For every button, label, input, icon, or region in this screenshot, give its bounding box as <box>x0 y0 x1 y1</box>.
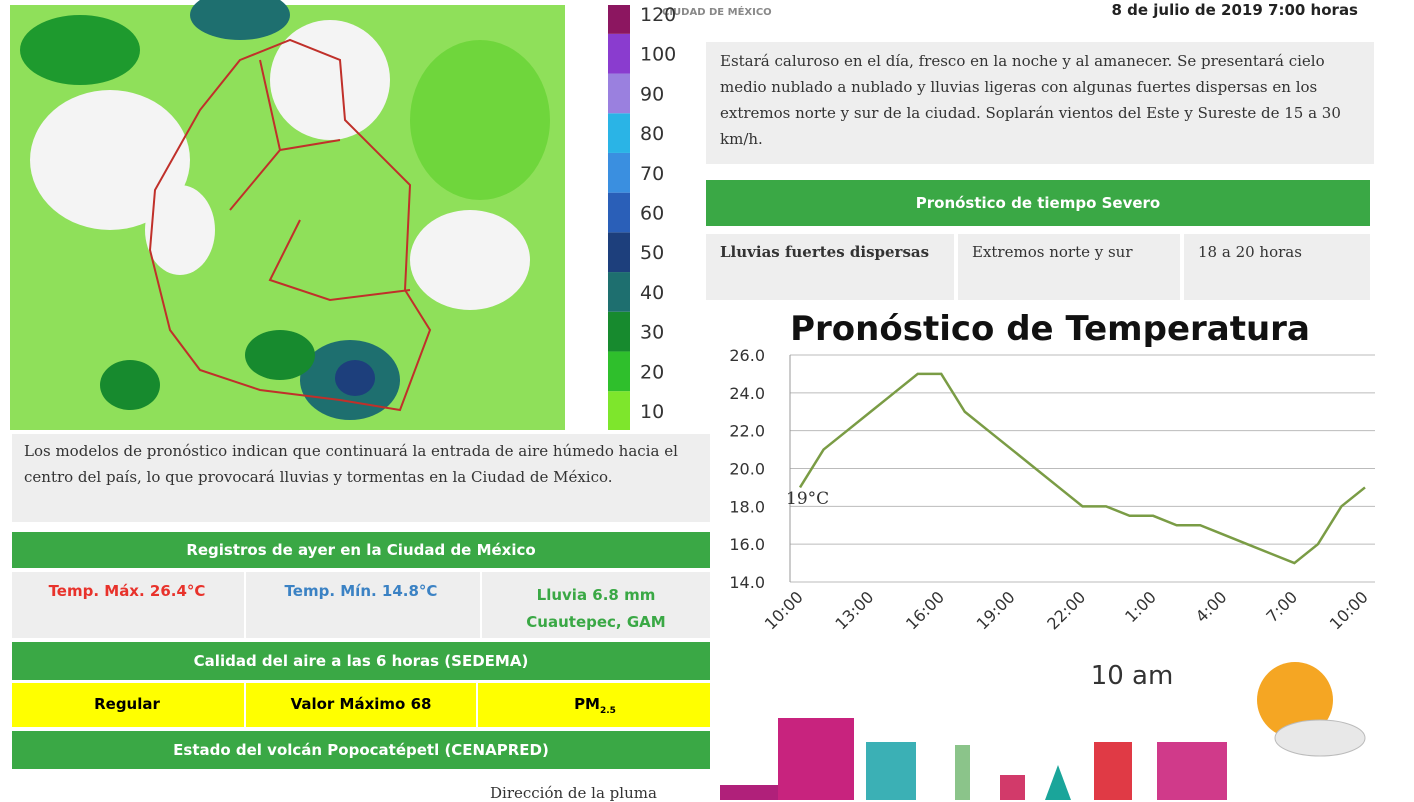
annotation: 19°C <box>786 489 829 509</box>
colorbar-label: 90 <box>640 83 664 105</box>
colorbar-band <box>608 272 630 312</box>
skyline <box>720 718 1227 800</box>
colorbar-label: 60 <box>640 203 664 225</box>
colorbar-label: 80 <box>640 123 664 145</box>
colorbar-label: 50 <box>640 242 664 264</box>
temp-min: Temp. Mín. 14.8°C <box>244 572 476 638</box>
records-title: Registros de ayer en la Ciudad de México <box>12 532 710 568</box>
x-tick-label: 1:00 <box>1121 587 1160 626</box>
y-tick-label: 22.0 <box>729 422 765 441</box>
severe-title: Pronóstico de tiempo Severo <box>706 180 1370 226</box>
colorbar-band <box>608 232 630 272</box>
y-tick-label: 14.0 <box>729 573 765 592</box>
air-max: Valor Máximo 68 <box>244 683 478 727</box>
x-tick-label: 4:00 <box>1192 587 1231 626</box>
y-tick-label: 20.0 <box>729 460 765 479</box>
colorbar-band <box>608 193 630 233</box>
colorbar-label: 100 <box>640 44 676 66</box>
x-tick-label: 19:00 <box>973 587 1019 633</box>
rain-amount: Lluvia 6.8 mm <box>537 586 656 604</box>
chart-title: Pronóstico de Temperatura <box>790 309 1310 349</box>
colorbar-label: 30 <box>640 322 664 344</box>
colorbar-band <box>608 74 630 114</box>
pollutant-sub: 2.5 <box>600 706 616 716</box>
pollutant-name: PM <box>574 695 600 713</box>
colorbar-label: 10 <box>640 401 664 423</box>
x-tick-label: 16:00 <box>902 587 948 633</box>
colorbar-band <box>608 34 630 74</box>
severe-cell: Lluvias fuertes dispersas <box>706 234 954 300</box>
rain-place: Cuautepec, GAM <box>526 613 665 631</box>
colorbar-band <box>608 113 630 153</box>
colorbar-band <box>608 5 630 34</box>
air: Regular Valor Máximo 68 PM2.5 <box>12 683 710 727</box>
colorbar-label: 20 <box>640 361 664 383</box>
air-title: Calidad del aire a las 6 horas (SEDEMA) <box>12 642 710 680</box>
severe-cell: 18 a 20 horas <box>1184 234 1370 300</box>
region: CIUDAD DE MÉXICO <box>662 5 772 18</box>
current-time: 10 am <box>1091 661 1174 691</box>
y-tick-label: 16.0 <box>729 535 765 554</box>
x-tick-label: 22:00 <box>1043 587 1089 633</box>
pollutant: PM2.5 <box>480 695 710 716</box>
page: CIUDAD DE MÉXICO 8 de julio de 2019 7:00… <box>0 0 1414 800</box>
colorbar-band <box>608 351 630 391</box>
volcano-title: Estado del volcán Popocatépetl (CENAPRED… <box>12 731 710 769</box>
map <box>10 0 565 430</box>
x-tick-label: 7:00 <box>1262 587 1301 626</box>
sun-icon <box>1257 662 1365 756</box>
colorbar-band <box>608 153 630 193</box>
colorbar-label: 70 <box>640 163 664 185</box>
x-tick-label: 10:00 <box>1326 587 1372 633</box>
y-tick-label: 24.0 <box>729 384 765 403</box>
temp-max: Temp. Máx. 26.4°C <box>12 582 242 600</box>
colorbar-band <box>608 391 630 430</box>
model-text: Los modelos de pronóstico indican que co… <box>12 434 710 522</box>
x-tick-label: 13:00 <box>831 587 877 633</box>
severe-cell: Extremos norte y sur <box>958 234 1180 300</box>
y-tick-label: 26.0 <box>729 346 765 365</box>
records: Temp. Máx. 26.4°C Temp. Mín. 14.8°C Lluv… <box>12 572 710 638</box>
colorbar-band <box>608 312 630 352</box>
plume: Dirección de la pluma <box>490 784 657 802</box>
colorbar-label: 120 <box>640 4 676 26</box>
y-tick-label: 18.0 <box>729 497 765 516</box>
air-status: Regular <box>12 695 242 713</box>
date: 8 de julio de 2019 7:00 horas <box>1112 1 1359 19</box>
colorbar-label: 40 <box>640 282 664 304</box>
forecast-text: Estará caluroso en el día, fresco en la … <box>706 42 1374 164</box>
rain: Lluvia 6.8 mm Cuautepec, GAM <box>480 572 710 638</box>
x-tick-label: 10:00 <box>761 587 807 633</box>
